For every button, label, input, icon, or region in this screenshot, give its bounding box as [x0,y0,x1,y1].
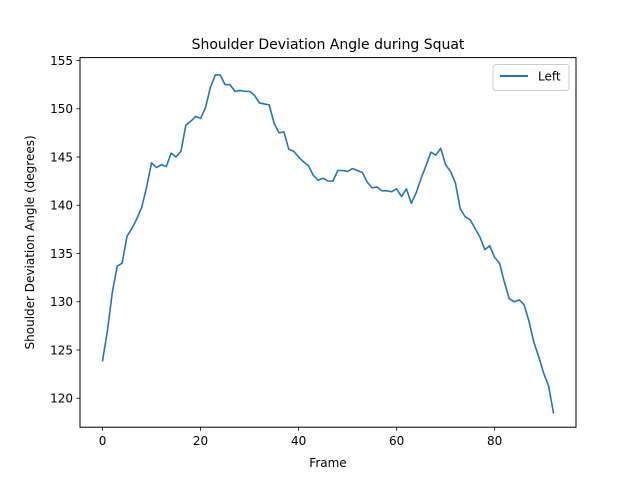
y-tick-label: 125 [50,343,73,357]
plot-area-frame [79,57,577,428]
y-axis-ticks: 120 125 130 135 140 145 150 155 [50,54,80,406]
x-tick-label: 40 [291,434,306,448]
chart-title: Shoulder Deviation Angle during Squat [192,37,465,53]
y-tick-label: 140 [50,199,73,213]
x-axis-label: Frame [309,456,346,470]
y-tick-label: 150 [50,102,73,116]
x-tick-label: 60 [389,434,404,448]
plot-layer [101,74,555,414]
x-tick-label: 20 [193,434,208,448]
legend-box [492,64,570,91]
x-tick-label: 0 [99,434,107,448]
y-tick-label: 135 [50,247,73,261]
y-tick-label: 155 [50,54,73,68]
y-tick-label: 120 [50,392,73,406]
legend: Left [492,64,570,91]
y-axis-label: Shoulder Deviation Angle (degrees) [23,135,37,349]
y-tick-label: 145 [50,150,73,164]
x-tick-label: 80 [487,434,502,448]
y-tick-label: 130 [50,295,73,309]
series-line-left [101,74,555,414]
legend-label-left: Left [538,70,561,84]
x-axis-ticks: 0 20 40 60 80 [99,427,502,448]
